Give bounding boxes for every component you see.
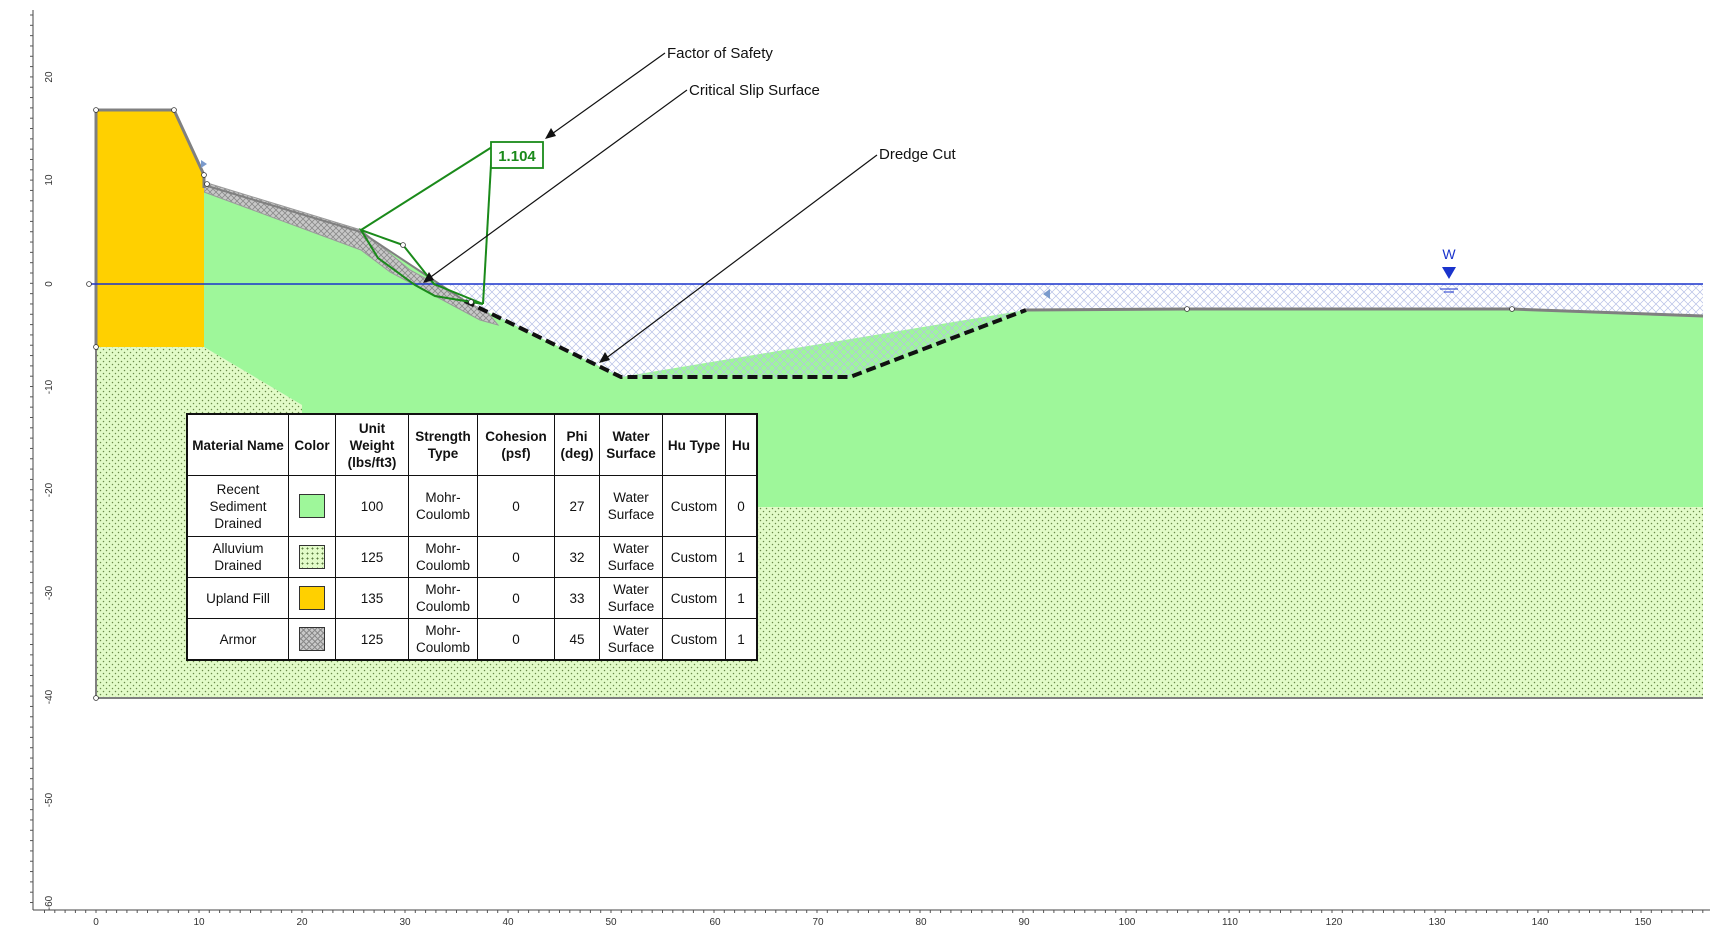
hu-type: Custom bbox=[662, 475, 726, 537]
header-cohesion: Cohesion (psf) bbox=[477, 413, 555, 476]
critical-slip-surface[interactable] bbox=[358, 146, 493, 305]
y-axis bbox=[30, 10, 34, 910]
x-tick-label: 70 bbox=[812, 917, 824, 928]
hu: 1 bbox=[725, 536, 758, 578]
header-hu: Hu bbox=[725, 413, 758, 476]
y-tick-labels: 20 10 0 -10 -20 -30 -40 -50 -60 bbox=[44, 71, 55, 910]
critical-slip-callout: Critical Slip Surface bbox=[423, 82, 820, 283]
table-header-row: Material Name Color Unit Weight (lbs/ft3… bbox=[186, 413, 758, 476]
water-label: W bbox=[1442, 246, 1456, 262]
dredge-cut-callout: Dredge Cut bbox=[599, 146, 957, 363]
x-tick-label: 100 bbox=[1119, 917, 1136, 928]
x-tick-label: 120 bbox=[1326, 917, 1343, 928]
y-tick-label: 0 bbox=[44, 281, 55, 287]
cohesion: 0 bbox=[477, 577, 555, 619]
color-swatch-cell bbox=[288, 536, 336, 578]
water-surface: Water Surface bbox=[599, 475, 663, 537]
phi: 45 bbox=[554, 618, 600, 661]
x-tick-label: 20 bbox=[296, 917, 308, 928]
unit-weight: 100 bbox=[335, 475, 409, 537]
x-tick-label: 130 bbox=[1429, 917, 1446, 928]
x-tick-labels: 0 10 20 30 40 50 60 70 80 90 100 110 120… bbox=[93, 917, 1652, 928]
x-tick-label: 0 bbox=[93, 917, 99, 928]
table-row: Armor 125 Mohr-Coulomb 0 45 Water Surfac… bbox=[186, 618, 758, 661]
armor-swatch bbox=[299, 627, 325, 651]
water-surface: Water Surface bbox=[599, 618, 663, 661]
material-name: Alluvium Drained bbox=[186, 536, 289, 578]
factor-of-safety-callout: Factor of Safety bbox=[545, 45, 773, 139]
phi: 27 bbox=[554, 475, 600, 537]
strength-type: Mohr-Coulomb bbox=[408, 618, 478, 661]
upland-fill-region[interactable] bbox=[96, 110, 204, 347]
header-unit-weight: Unit Weight (lbs/ft3) bbox=[335, 413, 409, 476]
hu-type: Custom bbox=[662, 618, 726, 661]
table-row: Recent Sediment Drained 100 Mohr-Coulomb… bbox=[186, 475, 758, 537]
cohesion: 0 bbox=[477, 475, 555, 537]
header-phi: Phi (deg) bbox=[554, 413, 600, 476]
material-name: Recent Sediment Drained bbox=[186, 475, 289, 537]
color-swatch-cell bbox=[288, 577, 336, 619]
hu: 0 bbox=[725, 475, 758, 537]
unit-weight: 125 bbox=[335, 618, 409, 661]
header-color: Color bbox=[288, 413, 336, 476]
x-tick-label: 110 bbox=[1222, 917, 1238, 928]
hu-type: Custom bbox=[662, 536, 726, 578]
alluvium-swatch bbox=[299, 545, 325, 569]
y-tick-label: -60 bbox=[44, 895, 55, 910]
x-tick-label: 60 bbox=[709, 917, 721, 928]
table-row: Upland Fill 135 Mohr-Coulomb 0 33 Water … bbox=[186, 577, 758, 619]
y-tick-label: -40 bbox=[44, 689, 55, 704]
water-surface: Water Surface bbox=[599, 536, 663, 578]
y-tick-label: -20 bbox=[44, 482, 55, 497]
water-body bbox=[410, 284, 1703, 377]
header-water-surface: Water Surface bbox=[599, 413, 663, 476]
strength-type: Mohr-Coulomb bbox=[408, 536, 478, 578]
water-surface: Water Surface bbox=[599, 577, 663, 619]
unit-weight: 125 bbox=[335, 536, 409, 578]
factor-of-safety-box[interactable]: 1.104 bbox=[490, 141, 544, 169]
phi: 32 bbox=[554, 536, 600, 578]
x-tick-label: 140 bbox=[1532, 917, 1549, 928]
header-strength-type: Strength Type bbox=[408, 413, 478, 476]
y-tick-label: 10 bbox=[44, 174, 55, 186]
cohesion: 0 bbox=[477, 536, 555, 578]
y-tick-label: -10 bbox=[44, 379, 55, 394]
y-tick-label: 20 bbox=[44, 71, 55, 83]
header-material-name: Material Name bbox=[186, 413, 289, 476]
x-tick-label: 40 bbox=[502, 917, 514, 928]
y-tick-label: -50 bbox=[44, 792, 55, 807]
x-tick-label: 150 bbox=[1635, 917, 1652, 928]
critical-slip-label: Critical Slip Surface bbox=[689, 82, 820, 99]
cohesion: 0 bbox=[477, 618, 555, 661]
strength-type: Mohr-Coulomb bbox=[408, 475, 478, 537]
hu: 1 bbox=[725, 618, 758, 661]
materials-table: Material Name Color Unit Weight (lbs/ft3… bbox=[186, 413, 758, 661]
factor-of-safety-label: Factor of Safety bbox=[667, 45, 773, 62]
color-swatch-cell bbox=[288, 618, 336, 661]
x-tick-label: 10 bbox=[193, 917, 205, 928]
table-row: Alluvium Drained 125 Mohr-Coulomb 0 32 W… bbox=[186, 536, 758, 578]
x-tick-label: 80 bbox=[915, 917, 927, 928]
upland-fill-swatch bbox=[299, 586, 325, 610]
dredge-cut-label: Dredge Cut bbox=[879, 146, 957, 163]
hu: 1 bbox=[725, 577, 758, 619]
color-swatch-cell bbox=[288, 475, 336, 537]
strength-type: Mohr-Coulomb bbox=[408, 577, 478, 619]
hu-type: Custom bbox=[662, 577, 726, 619]
water-level-marker: W bbox=[1440, 246, 1458, 293]
phi: 33 bbox=[554, 577, 600, 619]
x-tick-label: 90 bbox=[1018, 917, 1030, 928]
dredge-cut-line[interactable] bbox=[464, 299, 1027, 379]
x-tick-label: 30 bbox=[399, 917, 411, 928]
x-axis bbox=[33, 909, 1710, 913]
x-tick-label: 50 bbox=[605, 917, 617, 928]
y-tick-label: -30 bbox=[44, 585, 55, 600]
header-hu-type: Hu Type bbox=[662, 413, 726, 476]
recent-sediment-swatch bbox=[299, 494, 325, 518]
fos-value: 1.104 bbox=[498, 148, 536, 165]
material-name: Armor bbox=[186, 618, 289, 661]
unit-weight: 135 bbox=[335, 577, 409, 619]
material-name: Upland Fill bbox=[186, 577, 289, 619]
